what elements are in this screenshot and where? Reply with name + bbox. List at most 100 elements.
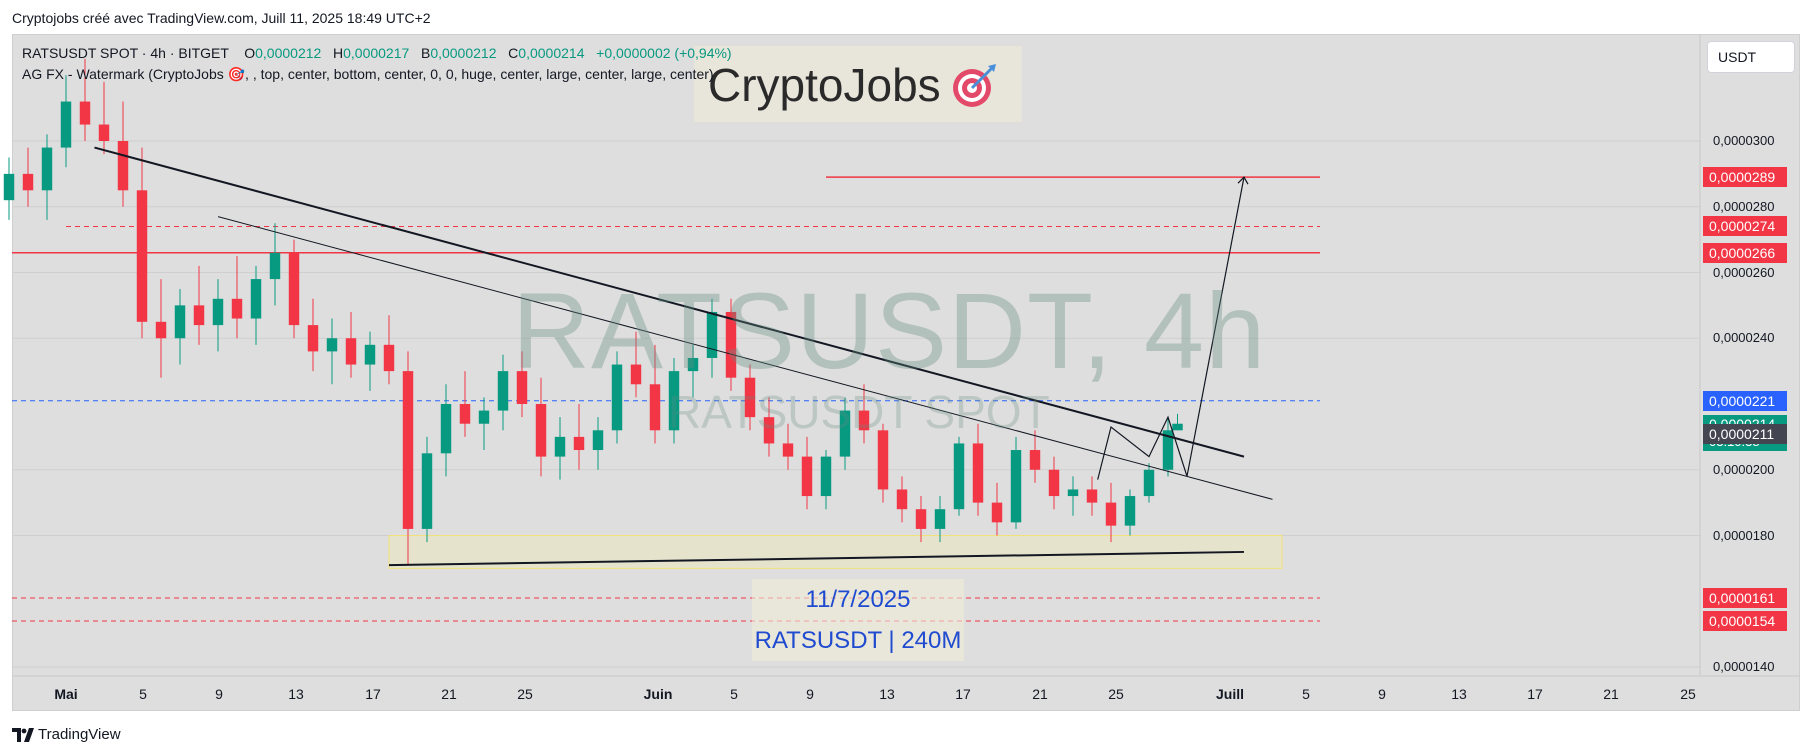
candle-body	[858, 410, 870, 431]
price-badge-value: 0,0000289	[1709, 169, 1776, 186]
candle-body	[459, 404, 471, 424]
candle-body	[1172, 423, 1183, 431]
candle-body	[1048, 469, 1060, 497]
candle-body	[1105, 502, 1117, 526]
candle-body	[1067, 489, 1079, 497]
caption-symbol: RATSUSDT | 240M	[754, 627, 962, 654]
time-tick-label: 13	[288, 686, 304, 702]
trendline	[217, 216, 1273, 500]
time-tick-label: Mai	[54, 686, 78, 702]
price-badge-value: 0,0000161	[1709, 589, 1776, 606]
price-badge-value: 0,0000274	[1709, 218, 1776, 235]
candle-body	[573, 436, 585, 451]
time-tick-label: 9	[215, 686, 223, 702]
caption-date: 11/7/2025	[805, 586, 911, 613]
candle-body	[915, 509, 927, 529]
symbol-info[interactable]: RATSUSDT SPOT · 4h · BITGET	[22, 45, 229, 61]
high-value: 0,0000217	[343, 45, 410, 61]
candle-body	[820, 456, 832, 497]
candle-body	[155, 321, 167, 339]
price-badge: 0,0000274	[1703, 216, 1787, 237]
candle-body	[345, 338, 357, 365]
time-tick-label: 17	[1527, 686, 1543, 702]
price-tick-label: 0,0000140	[1713, 659, 1775, 674]
price-badge: 0,0000161	[1703, 587, 1787, 608]
candle-body	[801, 456, 813, 497]
time-tick-label: 5	[1302, 686, 1310, 702]
watermark-symbol-timeframe: RATSUSDT, 4h	[512, 270, 1267, 391]
candle-body	[98, 124, 110, 141]
candle-body	[706, 311, 718, 358]
candle-body	[687, 357, 699, 372]
candle-body	[725, 311, 737, 378]
price-tick-label: 0,0000200	[1713, 461, 1775, 477]
candle-body	[1162, 430, 1174, 470]
time-tick-label: 21	[441, 686, 457, 702]
price-tick-label: 0,0000180	[1713, 527, 1775, 543]
time-tick-label: 17	[365, 686, 381, 702]
price-tick-label: 0,0000280	[1713, 198, 1775, 214]
candle-body	[1124, 496, 1136, 526]
candle-body	[611, 364, 623, 431]
candle-body	[1086, 489, 1098, 503]
candle-body	[421, 453, 433, 529]
currency-button[interactable]: USDT	[1707, 41, 1795, 73]
candle-body	[763, 417, 775, 444]
candle-body	[117, 141, 129, 191]
candle-body	[839, 410, 851, 457]
candle-body	[193, 305, 205, 326]
candle-body	[250, 279, 262, 319]
time-tick-label: 5	[139, 686, 147, 702]
candlestick-chart[interactable]	[0, 0, 1815, 720]
candle-body	[136, 190, 148, 322]
indicator-legend[interactable]: AG FX - Watermark (CryptoJobs 🎯, , top, …	[22, 66, 714, 82]
chart-credit: Cryptojobs créé avec TradingView.com, Ju…	[12, 10, 431, 26]
logo-text: CryptoJobs	[708, 59, 941, 111]
price-tick-label: 0,0000300	[1713, 133, 1775, 148]
candle-body	[649, 384, 661, 431]
price-badge: 0,0000266	[1703, 242, 1787, 263]
candle-body	[877, 430, 889, 490]
time-tick-label: 25	[517, 686, 533, 702]
time-tick-label: 21	[1603, 686, 1619, 702]
ohlc-legend[interactable]: RATSUSDT SPOT · 4h · BITGET O0,0000212 H…	[22, 45, 732, 61]
candle-body	[60, 101, 72, 148]
candle-body	[364, 344, 376, 365]
candle-body	[668, 371, 680, 431]
candle-body	[212, 298, 224, 326]
price-tick-label: 0,0000260	[1713, 264, 1775, 280]
candle-body	[535, 404, 547, 457]
candle-body	[1029, 450, 1041, 470]
close-label: C	[508, 45, 519, 61]
candle-body	[79, 101, 91, 125]
candle-body	[402, 371, 414, 529]
tradingview-logo[interactable]: TradingView	[12, 726, 121, 743]
candle-body	[554, 436, 566, 457]
time-tick-label: 5	[730, 686, 738, 702]
candle-body	[934, 509, 946, 529]
tradingview-icon	[12, 728, 34, 743]
open-value: 0,0000212	[255, 45, 322, 61]
time-tick-label: 9	[1378, 686, 1386, 702]
candle-body	[592, 430, 604, 451]
candle-body	[174, 305, 186, 339]
caption-backdrop	[752, 579, 964, 661]
candle-body	[1143, 469, 1155, 497]
low-value: 0,0000212	[430, 45, 497, 61]
candle-body	[972, 443, 984, 503]
candle-body	[440, 404, 452, 454]
candle-body	[630, 364, 642, 385]
change-value: +0,0000002 (+0,94%)	[596, 45, 732, 61]
time-tick-label: 9	[806, 686, 814, 702]
price-badge-value: 0,0000266	[1709, 244, 1776, 261]
time-tick-label: 17	[955, 686, 971, 702]
time-tick-label: Juill	[1215, 686, 1245, 702]
time-tick-label: 25	[1680, 686, 1696, 702]
candle-body	[516, 371, 528, 404]
tradingview-brand: TradingView	[38, 726, 121, 743]
candle-body	[782, 443, 794, 457]
candle-body	[1010, 450, 1022, 523]
trendline	[388, 550, 1245, 567]
time-tick-label: 13	[879, 686, 895, 702]
open-label: O	[244, 45, 256, 61]
